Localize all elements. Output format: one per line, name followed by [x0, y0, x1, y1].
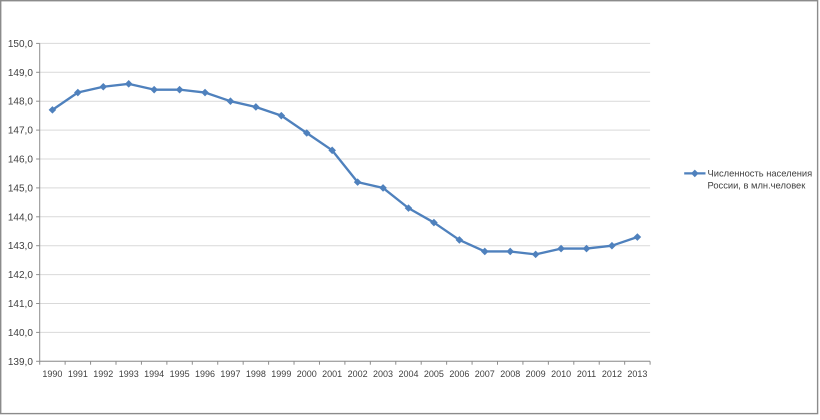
svg-text:1996: 1996: [195, 369, 215, 379]
svg-text:1992: 1992: [93, 369, 113, 379]
svg-text:1997: 1997: [220, 369, 240, 379]
svg-text:150,0: 150,0: [8, 39, 33, 50]
svg-text:2000: 2000: [297, 369, 317, 379]
svg-text:1991: 1991: [68, 369, 88, 379]
svg-text:148,0: 148,0: [8, 97, 33, 108]
svg-text:1998: 1998: [246, 369, 266, 379]
svg-text:1999: 1999: [271, 369, 291, 379]
svg-text:2010: 2010: [551, 369, 571, 379]
svg-text:142,0: 142,0: [8, 270, 33, 281]
svg-text:2011: 2011: [577, 369, 596, 379]
svg-text:2002: 2002: [348, 369, 368, 379]
svg-text:2008: 2008: [500, 369, 520, 379]
svg-text:2005: 2005: [424, 369, 444, 379]
svg-text:1990: 1990: [42, 369, 62, 379]
svg-text:147,0: 147,0: [8, 126, 33, 137]
svg-text:2006: 2006: [449, 369, 469, 379]
svg-text:России, в млн.человек: России, в млн.человек: [708, 181, 807, 191]
svg-text:2012: 2012: [602, 369, 622, 379]
svg-text:1995: 1995: [170, 369, 190, 379]
svg-text:140,0: 140,0: [8, 328, 33, 339]
svg-text:145,0: 145,0: [8, 183, 33, 194]
svg-text:146,0: 146,0: [8, 155, 33, 166]
svg-text:2003: 2003: [373, 369, 393, 379]
svg-text:2009: 2009: [526, 369, 546, 379]
svg-text:1993: 1993: [119, 369, 139, 379]
svg-text:2004: 2004: [398, 369, 418, 379]
svg-text:1994: 1994: [144, 369, 164, 379]
svg-text:2007: 2007: [475, 369, 495, 379]
svg-text:149,0: 149,0: [8, 68, 33, 79]
svg-text:2013: 2013: [627, 369, 647, 379]
svg-text:Численность населения: Численность населения: [708, 169, 813, 179]
svg-text:2001: 2001: [322, 369, 342, 379]
svg-text:139,0: 139,0: [8, 357, 33, 368]
svg-text:144,0: 144,0: [8, 212, 33, 223]
svg-text:143,0: 143,0: [8, 241, 33, 252]
svg-text:141,0: 141,0: [8, 299, 33, 310]
